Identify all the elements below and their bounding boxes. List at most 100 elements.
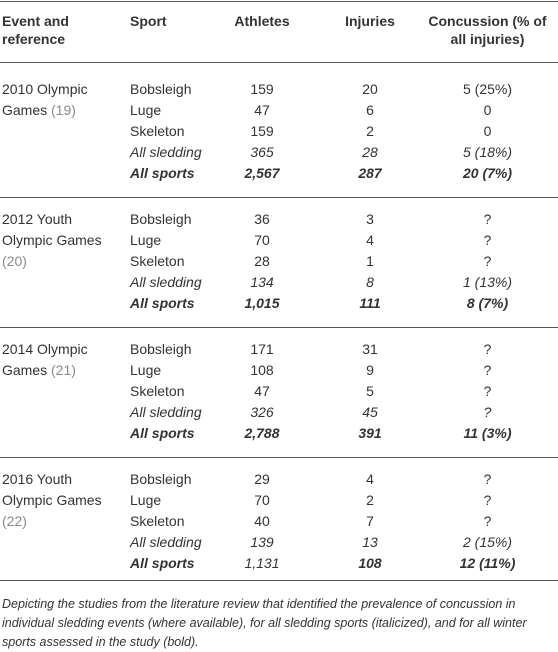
- table-cell: All sports: [130, 165, 195, 181]
- table-cell: ?: [483, 513, 492, 529]
- header-cell: Athletes: [234, 13, 290, 29]
- table-cell: 5 (18%): [462, 144, 513, 160]
- table-cell: 7: [366, 513, 374, 529]
- event-cell: 2014 Olympic Games (21): [2, 339, 120, 381]
- table-cell: Bobsleigh: [130, 211, 192, 227]
- table-cell: 111: [359, 295, 381, 311]
- event-name: 2016 Youth Olympic Games: [2, 471, 102, 508]
- table-cell: Luge: [130, 362, 162, 378]
- table-cell: 5: [366, 383, 374, 399]
- table-cell: 4: [366, 471, 374, 487]
- table-cell: 40: [254, 513, 270, 529]
- table-cell: All sledding: [130, 274, 202, 290]
- rule: [0, 1, 558, 2]
- table-cell: 0: [483, 123, 492, 139]
- header-cell: Sport: [130, 13, 167, 29]
- table-cell: Skeleton: [130, 383, 185, 399]
- table-cell: 159: [250, 123, 274, 139]
- table-cell: 70: [254, 492, 270, 508]
- table-cell: Luge: [130, 102, 162, 118]
- table-cell: ?: [483, 471, 492, 487]
- table-cell: 139: [250, 534, 274, 550]
- table-cell: 1: [366, 253, 374, 269]
- table-cell: Bobsleigh: [130, 81, 192, 97]
- header-cell: Event and reference: [2, 13, 69, 47]
- table-cell: 4: [366, 232, 374, 248]
- reference[interactable]: (20): [2, 253, 27, 269]
- table-cell: 28: [254, 253, 270, 269]
- table-cell: 70: [254, 232, 270, 248]
- table-cell: 108: [358, 555, 382, 571]
- table-cell: 47: [254, 383, 270, 399]
- table-cell: 1 (13%): [462, 274, 513, 290]
- table-cell: All sports: [130, 295, 195, 311]
- table-cell: 391: [358, 425, 382, 441]
- table-cell: 365: [250, 144, 274, 160]
- rule: [0, 62, 558, 63]
- table-cell: Bobsleigh: [130, 341, 192, 357]
- table-cell: ?: [483, 404, 492, 420]
- table-cell: Skeleton: [130, 123, 185, 139]
- table-cell: 13: [362, 534, 378, 550]
- table-cell: 171: [250, 341, 274, 357]
- rule: [0, 197, 558, 198]
- table-cell: 2 (15%): [462, 534, 513, 550]
- header-cell: Concussion (% of all injuries): [428, 13, 547, 47]
- table-cell: 5 (25%): [462, 81, 513, 97]
- table-cell: 11 (3%): [463, 425, 512, 441]
- table-cell: 0: [483, 102, 492, 118]
- table-cell: Luge: [130, 232, 162, 248]
- event-cell: 2010 Olympic Games (19): [2, 79, 120, 121]
- table-cell: Luge: [130, 492, 162, 508]
- table-cell: 9: [366, 362, 374, 378]
- rule: [0, 327, 558, 328]
- table-cell: ?: [483, 492, 492, 508]
- event-cell: 2016 Youth Olympic Games (22): [2, 469, 120, 532]
- table-cell: 20 (7%): [462, 165, 513, 181]
- table-cell: 36: [254, 211, 270, 227]
- reference[interactable]: (21): [51, 362, 76, 378]
- table-cell: 2,788: [244, 425, 280, 441]
- table-cell: 2: [366, 123, 374, 139]
- table-cell: ?: [483, 253, 492, 269]
- table-cell: ?: [483, 232, 492, 248]
- table-cell: 29: [254, 471, 270, 487]
- header-cell: Injuries: [345, 13, 395, 29]
- table-cell: 2,567: [244, 165, 280, 181]
- table-cell: 6: [366, 102, 374, 118]
- table-cell: 159: [250, 81, 274, 97]
- reference[interactable]: (22): [2, 513, 27, 529]
- rule: [0, 457, 558, 458]
- rule: [0, 580, 558, 581]
- table-cell: 3: [366, 211, 374, 227]
- table-cell: 108: [250, 362, 274, 378]
- table-cell: ?: [483, 383, 492, 399]
- table-cell: 8 (7%): [466, 295, 509, 311]
- table-cell: 8: [366, 274, 374, 290]
- table-cell: All sledding: [130, 404, 202, 420]
- table-cell: 28: [362, 144, 378, 160]
- table-cell: 45: [362, 404, 378, 420]
- table-cell: 326: [250, 404, 274, 420]
- table-cell: All sports: [130, 425, 195, 441]
- table-cell: All sledding: [130, 534, 202, 550]
- table-cell: 20: [362, 81, 378, 97]
- table-cell: Skeleton: [130, 513, 185, 529]
- table-cell: 134: [250, 274, 274, 290]
- table-cell: All sports: [130, 555, 195, 571]
- table-cell: 1,131: [244, 555, 280, 571]
- reference[interactable]: (19): [51, 102, 76, 118]
- table-cell: ?: [483, 362, 492, 378]
- event-cell: 2012 Youth Olympic Games (20): [2, 209, 120, 272]
- table-cell: 31: [362, 341, 378, 357]
- table-cell: Skeleton: [130, 253, 185, 269]
- table-cell: 2: [366, 492, 374, 508]
- caption: Depicting the studies from the literatur…: [2, 597, 527, 649]
- table-cell: 47: [254, 102, 270, 118]
- table-cell: 12 (11%): [459, 555, 516, 571]
- table-cell: ?: [483, 211, 492, 227]
- event-name: 2012 Youth Olympic Games: [2, 211, 102, 248]
- table-cell: 1,015: [244, 295, 280, 311]
- table-cell: All sledding: [130, 144, 202, 160]
